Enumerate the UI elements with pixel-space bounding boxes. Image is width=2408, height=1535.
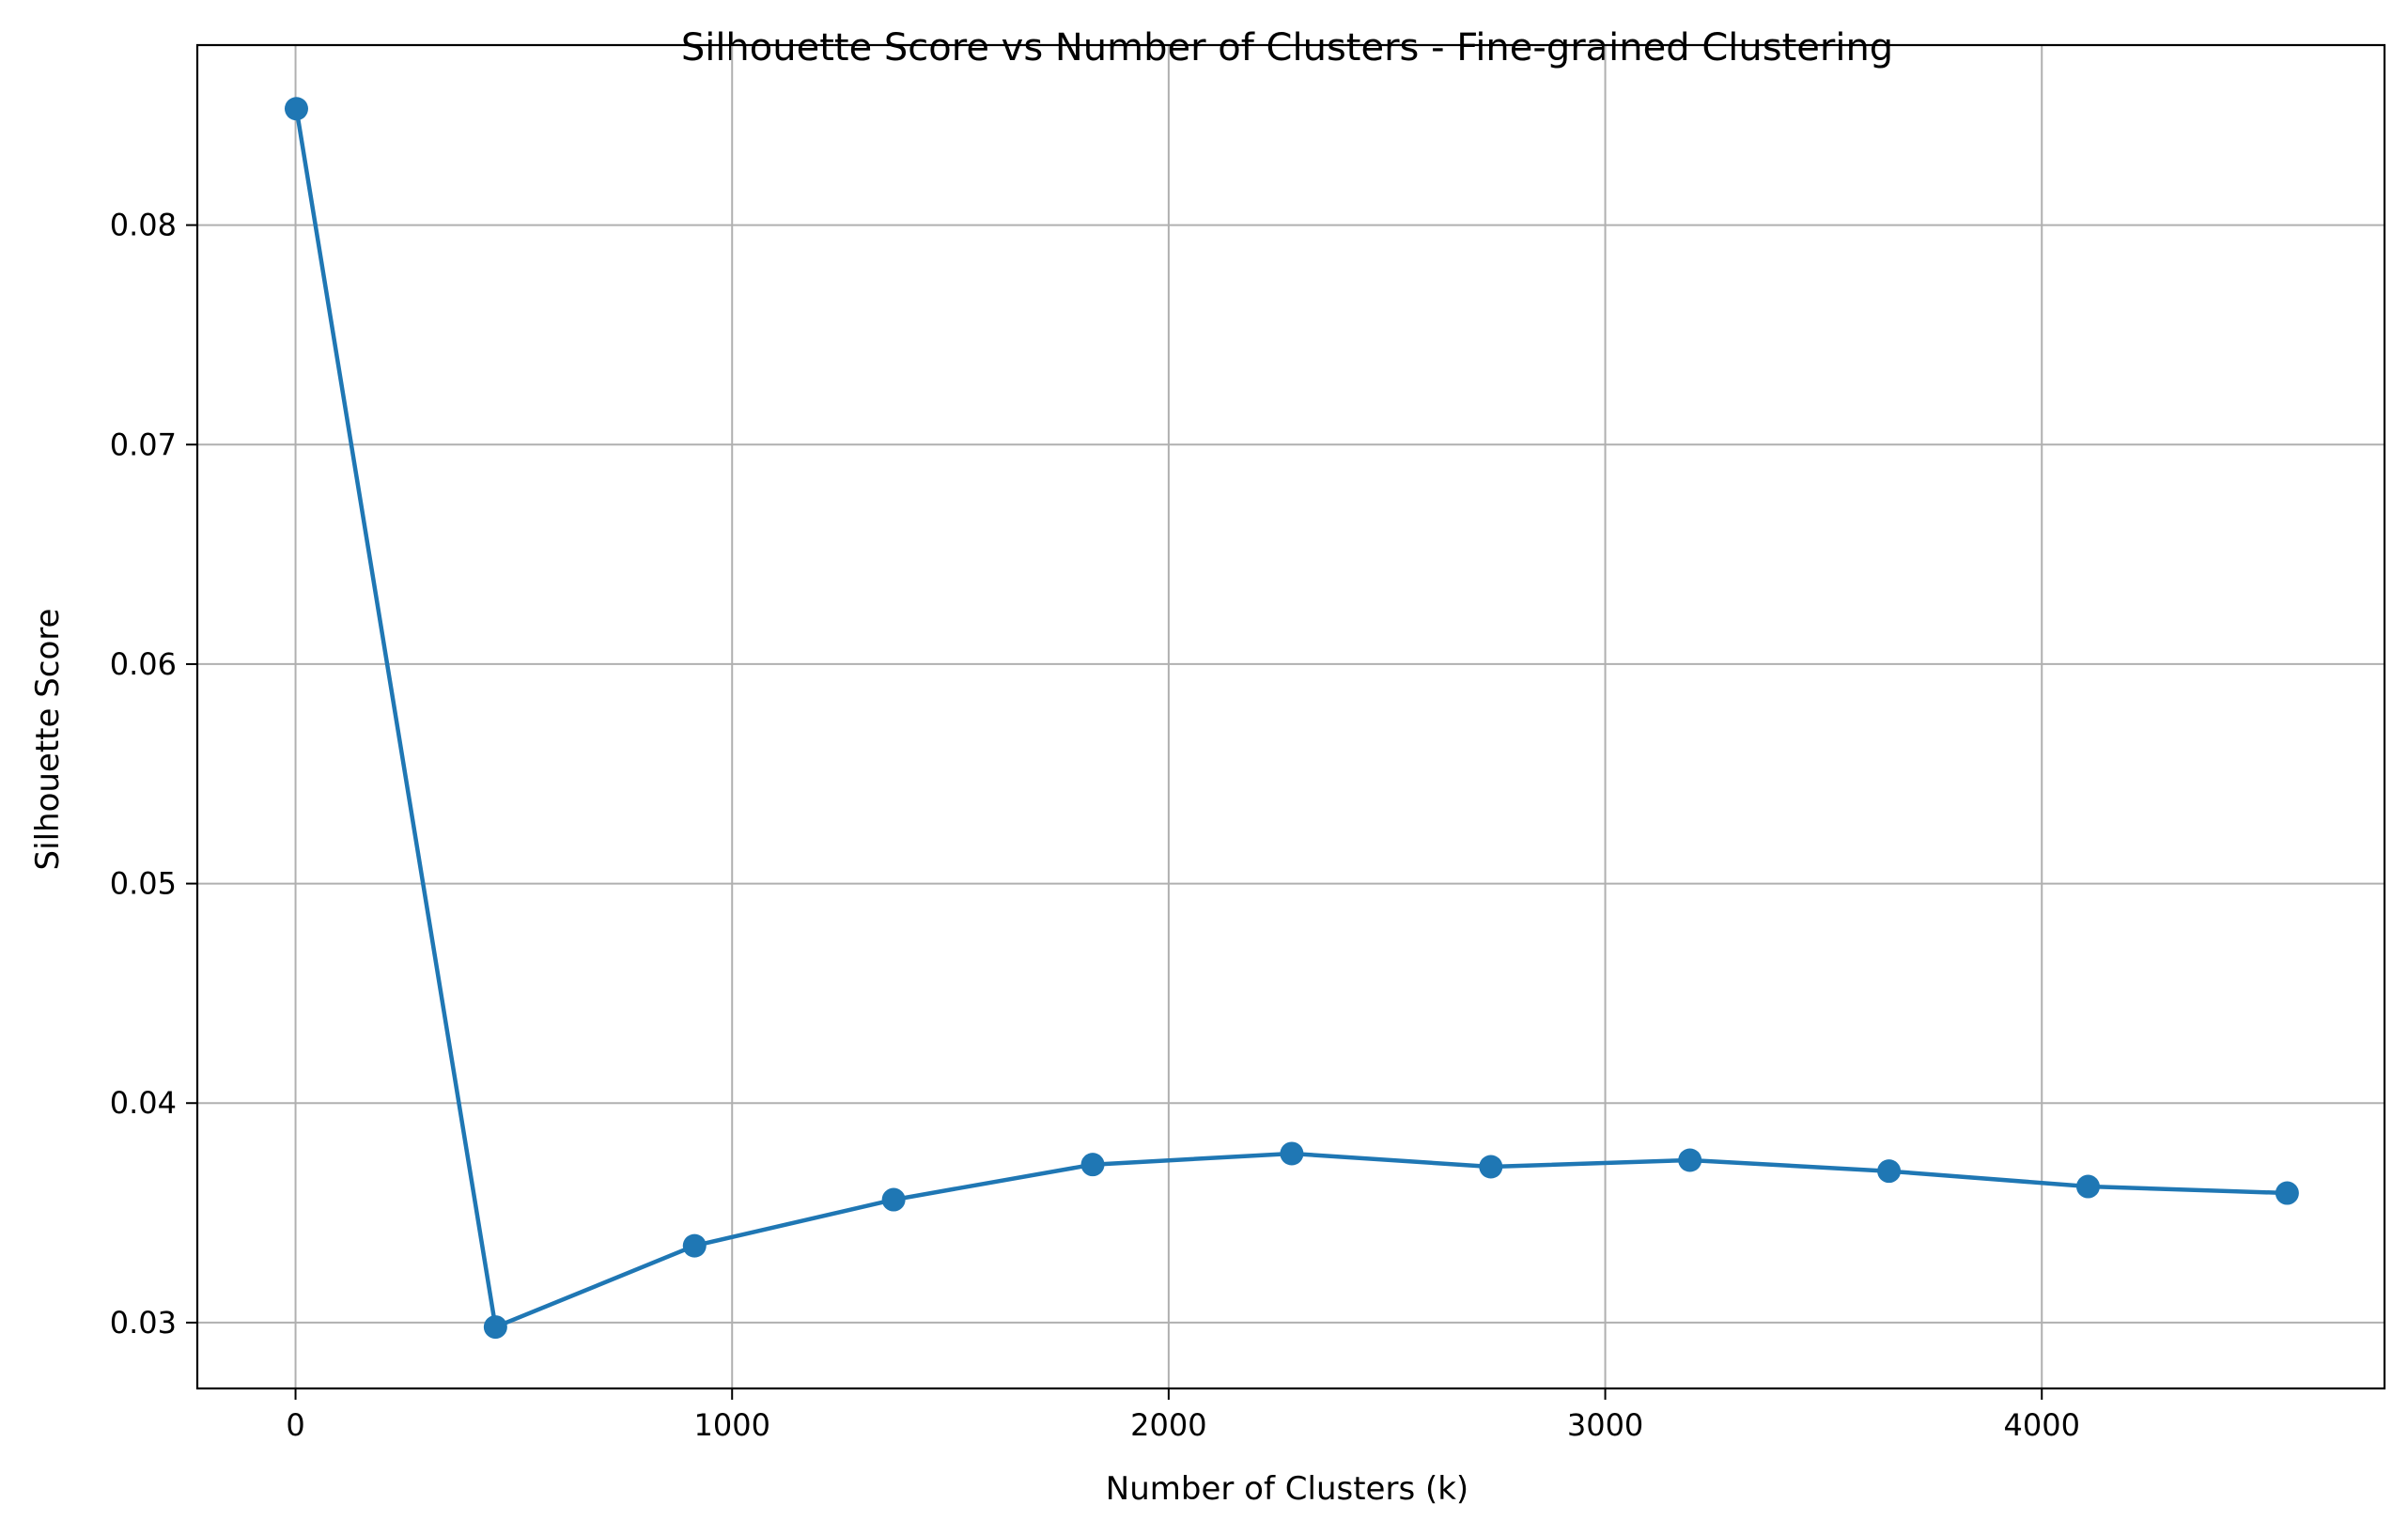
plot-frame bbox=[195, 43, 2386, 1390]
data-point bbox=[2075, 1174, 2100, 1199]
x-tick-label: 4000 bbox=[2004, 1407, 2080, 1443]
data-point bbox=[1678, 1148, 1702, 1172]
y-tick-label: 0.08 bbox=[110, 208, 177, 243]
y-tick-label: 0.04 bbox=[110, 1085, 177, 1121]
y-axis-label: Silhouette Score bbox=[29, 609, 67, 871]
axis-ticks: 0 1000 2000 3000 4000 0.03 0.04 0.05 0.06 0.07 0.0… bbox=[110, 208, 2080, 1443]
data-point bbox=[1280, 1141, 1304, 1166]
data-point bbox=[1877, 1159, 1902, 1184]
y-tick-label: 0.07 bbox=[110, 426, 177, 462]
data-point bbox=[284, 97, 308, 121]
x-tick-label: 0 bbox=[286, 1407, 304, 1443]
x-axis-label: Number of Clusters (k) bbox=[1106, 1470, 1468, 1508]
data-point bbox=[881, 1187, 906, 1212]
grid-lines bbox=[197, 45, 2385, 1388]
data-point bbox=[2275, 1181, 2299, 1205]
y-tick-label: 0.06 bbox=[110, 646, 177, 682]
chart-title: Silhouette Score vs Number of Clusters -… bbox=[681, 26, 1893, 70]
data-point bbox=[682, 1233, 707, 1258]
data-point bbox=[1080, 1153, 1105, 1177]
x-tick-label: 3000 bbox=[1567, 1407, 1643, 1443]
data-point bbox=[1479, 1155, 1503, 1179]
x-tick-label: 2000 bbox=[1130, 1407, 1206, 1443]
series-layer bbox=[284, 97, 2299, 1340]
x-tick-label: 1000 bbox=[694, 1407, 770, 1443]
y-tick-label: 0.05 bbox=[110, 866, 177, 902]
data-point bbox=[483, 1315, 507, 1340]
y-tick-label: 0.03 bbox=[110, 1305, 177, 1341]
